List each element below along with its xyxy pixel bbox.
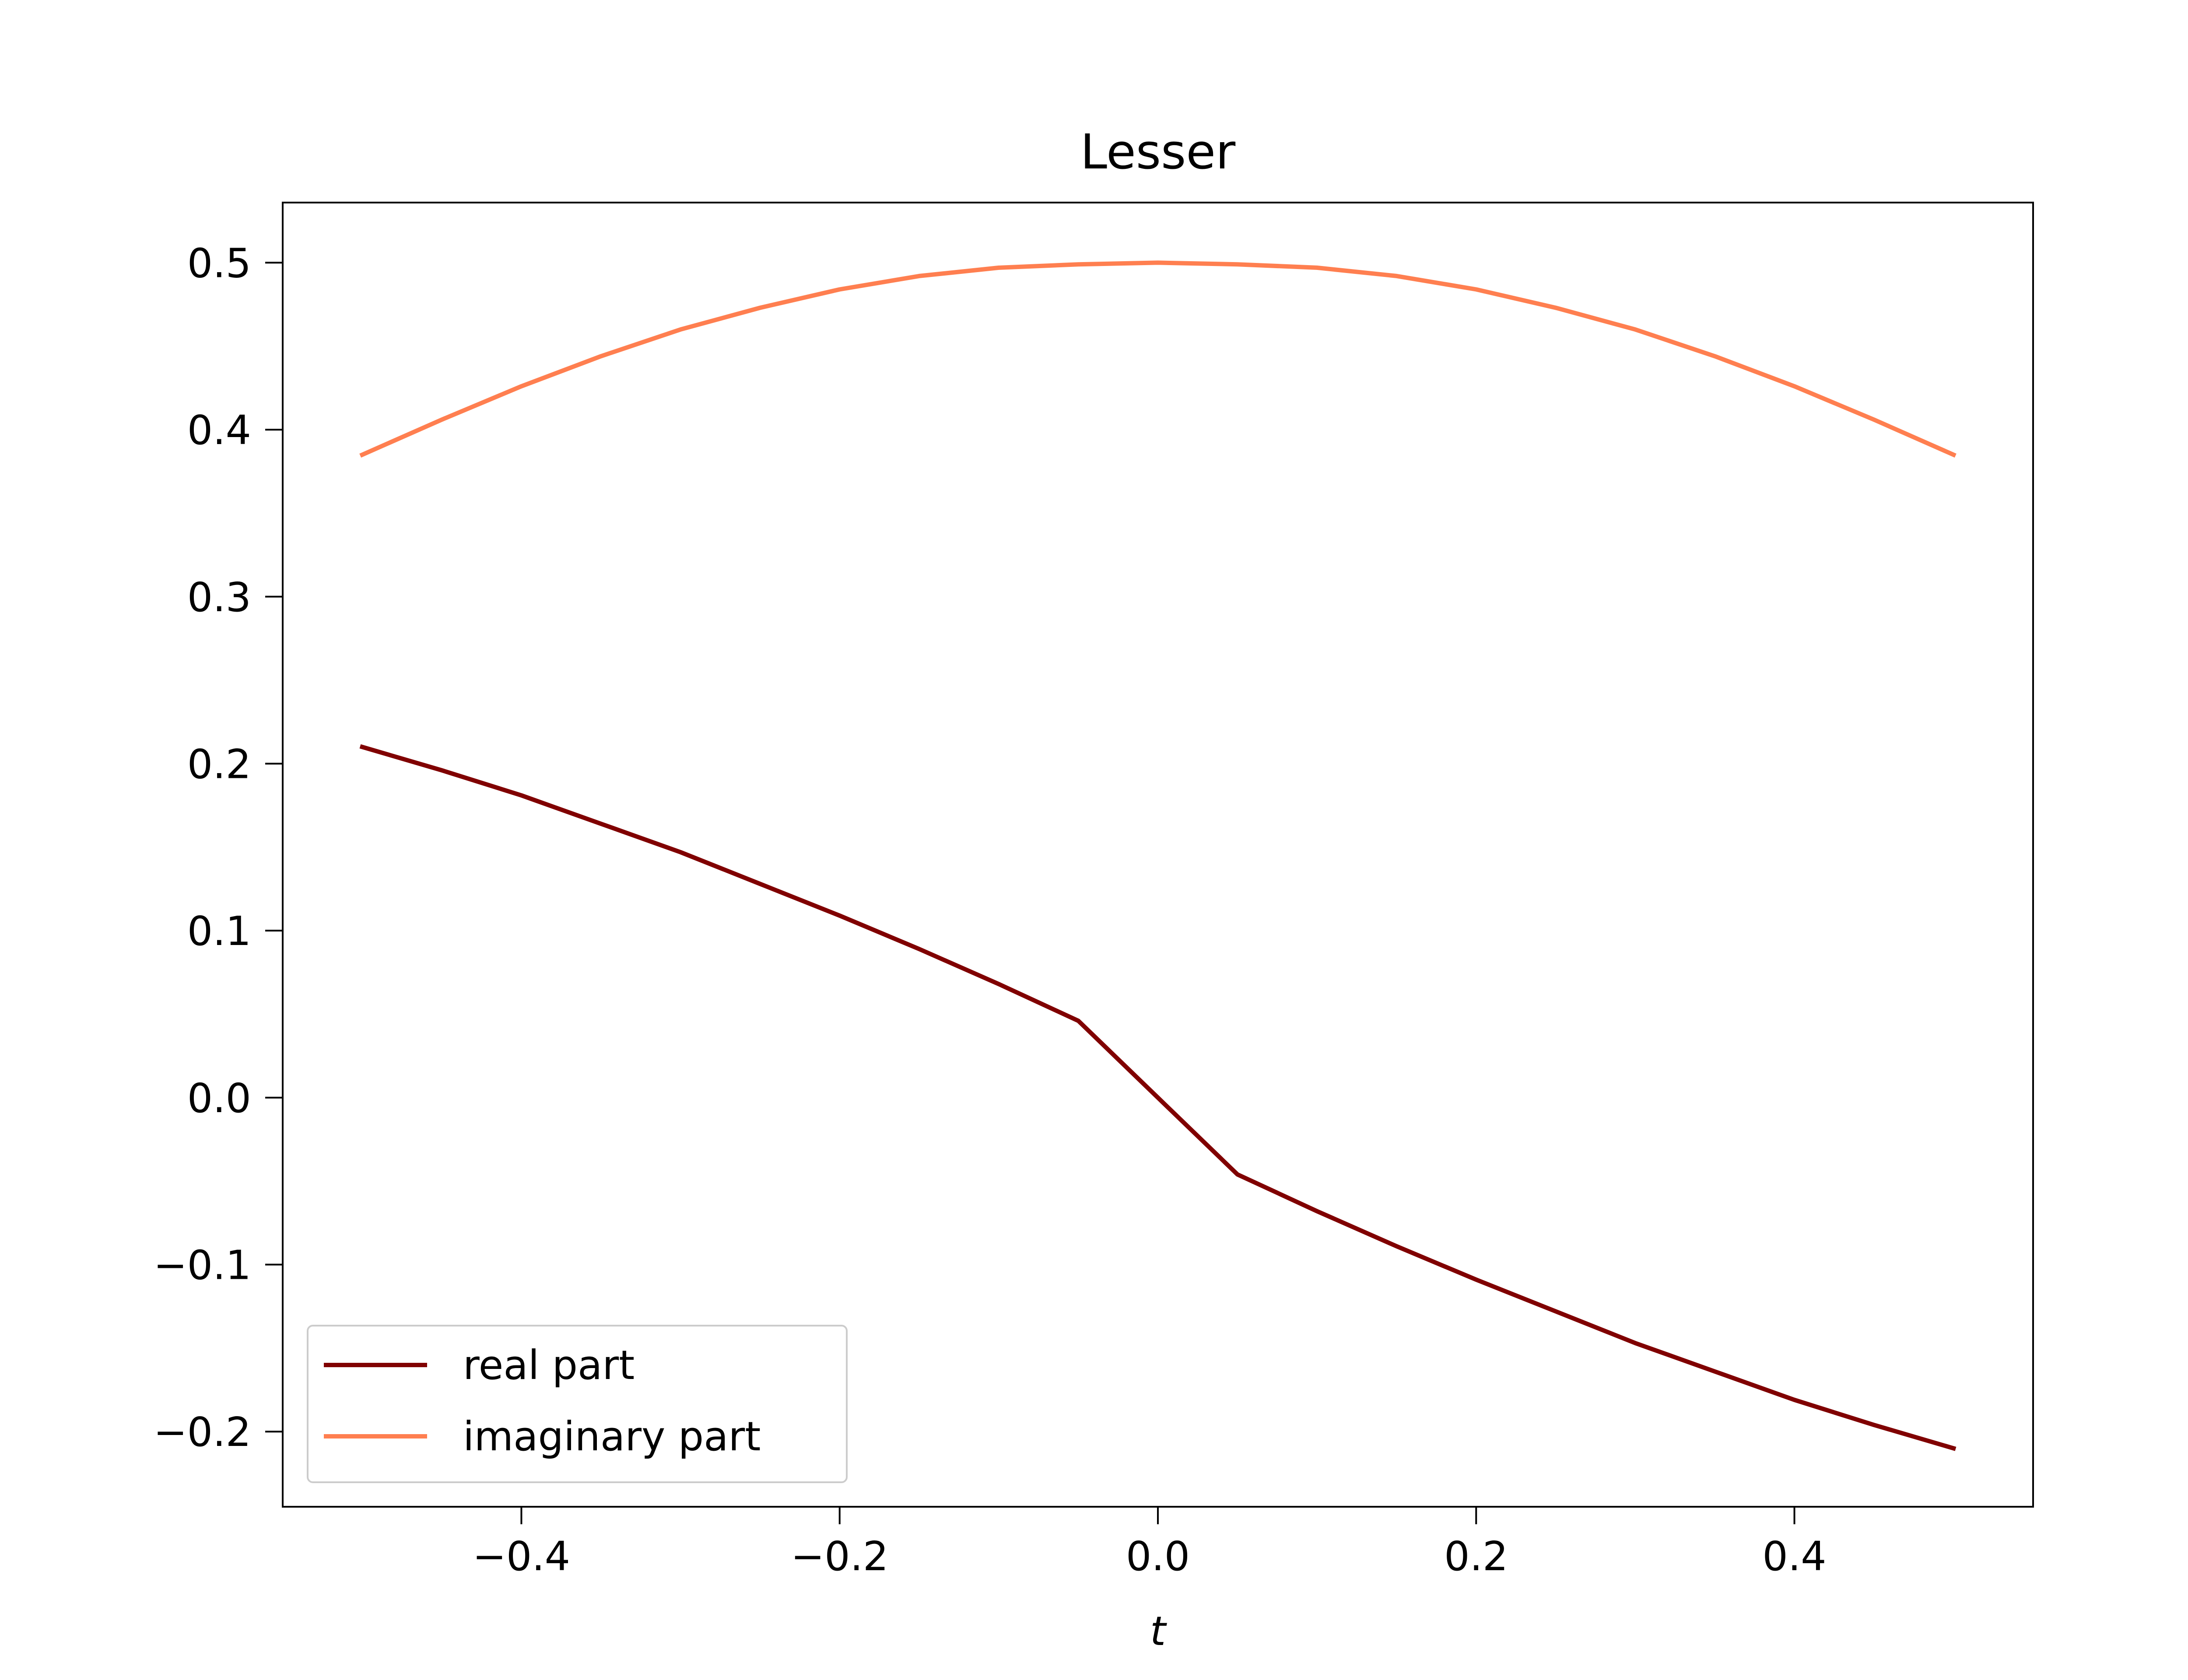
y-tick-label: 0.3 [187, 574, 251, 621]
plot-area [359, 260, 1957, 1451]
legend: real part imaginary part [307, 1325, 848, 1483]
x-tick-label: 0.4 [1762, 1533, 1826, 1580]
y-axis: −0.2 −0.1 0.0 0.1 0.2 0.3 0.4 0.5 [154, 240, 283, 1456]
y-tick-label: 0.5 [187, 240, 251, 287]
y-tick-label: 0.4 [187, 407, 251, 454]
y-tick-label: −0.2 [154, 1409, 251, 1456]
x-tick-label: 0.2 [1444, 1533, 1508, 1580]
y-tick-label: −0.1 [154, 1242, 251, 1289]
legend-label-real-part: real part [463, 1342, 635, 1389]
series-line-imaginary-part [359, 260, 1957, 458]
legend-label-imaginary-part: imaginary part [463, 1413, 761, 1460]
series-line-real-part [359, 744, 1957, 1451]
x-axis: −0.4 −0.2 0.0 0.2 0.4 [473, 1507, 1827, 1580]
legend-box [307, 1325, 848, 1483]
chart-title: Lesser [1080, 124, 1236, 180]
x-tick-label: −0.4 [473, 1533, 570, 1580]
x-tick-label: 0.0 [1126, 1533, 1190, 1580]
y-tick-label: 0.2 [187, 741, 251, 788]
x-axis-label: t [1150, 1608, 1167, 1655]
y-tick-label: 0.1 [187, 908, 251, 955]
y-tick-label: 0.0 [187, 1075, 251, 1122]
x-tick-label: −0.2 [791, 1533, 888, 1580]
